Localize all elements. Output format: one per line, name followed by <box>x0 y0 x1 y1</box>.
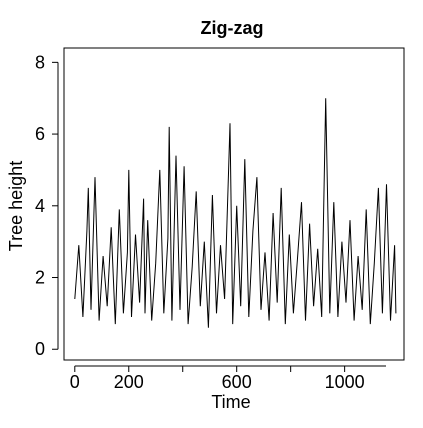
x-tick-label-2: 600 <box>222 372 252 392</box>
y-axis: 0 2 4 6 8 <box>35 52 59 359</box>
x-axis: 0 200 600 1000 <box>70 365 386 392</box>
chart-title: Zig-zag <box>201 18 264 38</box>
y-tick-label-4: 8 <box>35 52 45 72</box>
plot-frame <box>63 47 405 361</box>
series-layer <box>74 98 397 328</box>
y-tick-label-0: 0 <box>35 339 45 359</box>
x-tick-label-0: 0 <box>70 372 80 392</box>
series-line-0 <box>74 98 397 328</box>
y-tick-label-3: 6 <box>35 124 45 144</box>
y-tick-label-1: 2 <box>35 268 45 288</box>
x-tick-label-3: 1000 <box>325 372 365 392</box>
x-tick-label-1: 200 <box>114 372 144 392</box>
y-tick-label-2: 4 <box>35 196 45 216</box>
y-axis-label: Tree height <box>6 161 26 251</box>
x-axis-label: Time <box>211 392 250 412</box>
